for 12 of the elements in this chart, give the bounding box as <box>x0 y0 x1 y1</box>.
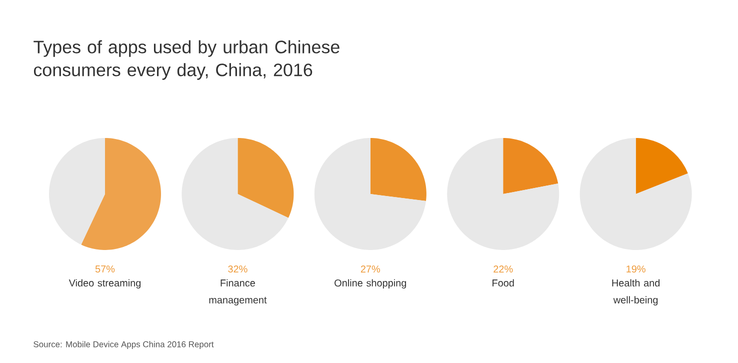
text: 57% <box>95 265 115 272</box>
text: Finance management <box>209 279 267 306</box>
source-note: Source: Mobile Device Apps China 2016 Report <box>34 341 214 349</box>
text: Types of apps used by urban Chinese consumers every day, China, 2016 <box>34 40 340 80</box>
text: 19% <box>626 265 646 273</box>
text: Health and well-being <box>612 279 660 306</box>
text: Video streaming <box>68 279 141 288</box>
text: Food <box>492 279 514 287</box>
text: 32% <box>228 265 248 273</box>
text: 27% <box>360 265 380 273</box>
text: Online shopping <box>334 279 406 288</box>
text: 22% <box>494 265 513 273</box>
